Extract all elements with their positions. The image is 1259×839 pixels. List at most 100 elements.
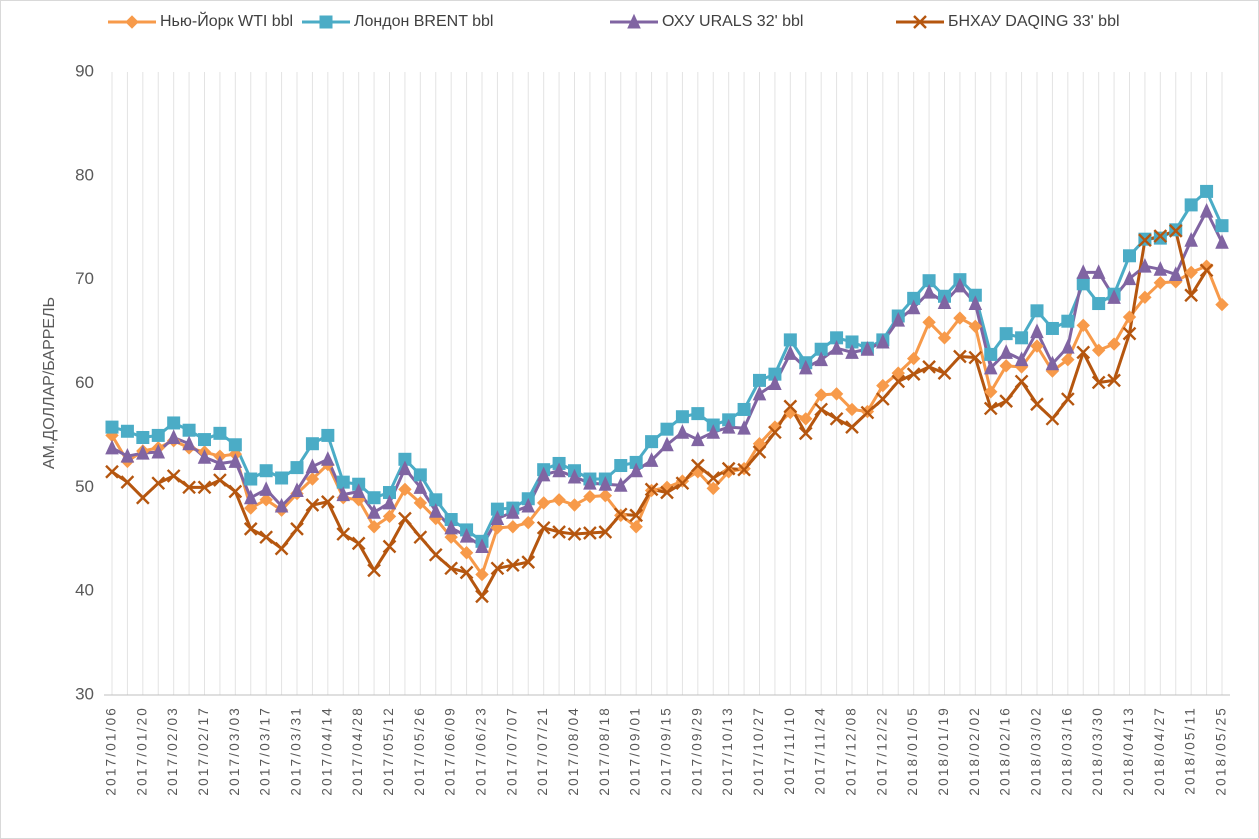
marker xyxy=(136,430,150,444)
marker xyxy=(305,458,320,474)
marker xyxy=(490,561,505,576)
marker xyxy=(1200,184,1214,198)
marker xyxy=(1215,297,1229,312)
x-tick-label: 2017/07/21 xyxy=(535,706,550,796)
marker xyxy=(1138,257,1152,273)
marker xyxy=(1184,232,1198,247)
marker xyxy=(706,481,720,496)
marker xyxy=(721,461,736,476)
legend-label: ОХУ URALS 32' bbl xyxy=(662,13,803,30)
marker xyxy=(1199,263,1214,278)
marker xyxy=(444,530,458,544)
marker xyxy=(876,378,890,393)
marker xyxy=(845,344,859,359)
marker xyxy=(1076,345,1091,360)
marker xyxy=(752,385,767,401)
marker xyxy=(968,295,983,311)
x-tick-label: 2018/01/19 xyxy=(936,706,951,796)
y-tick-label: 30 xyxy=(75,684,94,703)
marker xyxy=(1045,411,1060,426)
marker xyxy=(536,496,551,510)
marker xyxy=(1122,326,1137,341)
marker xyxy=(167,416,181,430)
marker xyxy=(151,443,166,459)
marker xyxy=(999,359,1013,373)
marker xyxy=(644,452,659,467)
marker xyxy=(968,319,983,334)
marker xyxy=(968,350,983,365)
marker xyxy=(244,501,258,515)
marker xyxy=(783,333,797,347)
marker xyxy=(675,410,689,424)
marker xyxy=(1123,249,1136,263)
marker xyxy=(829,411,844,426)
marker xyxy=(166,429,181,444)
marker xyxy=(213,426,227,440)
marker xyxy=(105,420,119,434)
x-tick-label: 2017/07/07 xyxy=(504,706,519,796)
marker xyxy=(768,425,782,440)
marker xyxy=(1215,234,1229,249)
marker xyxy=(922,283,936,299)
y-tick-label: 80 xyxy=(75,165,94,184)
marker xyxy=(629,462,643,478)
marker xyxy=(552,525,566,539)
x-tick-label: 2018/04/27 xyxy=(1152,706,1167,796)
legend-label: Лондон BRENT bbl xyxy=(354,13,493,30)
x-tick-label: 2017/11/24 xyxy=(813,706,828,795)
x-tick-label: 2017/02/17 xyxy=(196,706,211,796)
marker xyxy=(799,412,813,426)
marker xyxy=(1061,352,1075,367)
marker xyxy=(367,504,381,519)
legend-label: Нью-Йорк WTI bbl xyxy=(160,11,293,30)
x-tick-label: 2017/10/13 xyxy=(720,706,735,796)
marker xyxy=(1199,259,1214,273)
marker xyxy=(706,471,721,485)
series-markers xyxy=(105,224,1214,604)
marker xyxy=(953,349,967,364)
marker xyxy=(598,488,613,503)
x-tick-label: 2018/04/13 xyxy=(1121,706,1136,796)
marker xyxy=(876,333,890,349)
x-tick-label: 2017/11/10 xyxy=(782,706,797,795)
marker xyxy=(521,497,536,513)
marker xyxy=(552,493,566,507)
x-tick-label: 2017/04/14 xyxy=(319,706,334,796)
marker xyxy=(814,351,828,367)
x-tick-label: 2018/03/16 xyxy=(1059,706,1074,796)
marker xyxy=(660,485,674,500)
marker xyxy=(814,388,828,402)
marker xyxy=(567,527,582,541)
marker xyxy=(906,299,921,315)
marker xyxy=(259,493,273,507)
marker xyxy=(567,498,582,512)
marker xyxy=(1184,198,1198,212)
marker xyxy=(660,436,674,452)
marker xyxy=(413,479,428,494)
x-tick-label: 2018/05/11 xyxy=(1183,706,1198,795)
marker xyxy=(552,462,566,478)
marker xyxy=(984,347,998,361)
marker xyxy=(459,546,474,560)
marker xyxy=(428,503,443,518)
marker xyxy=(135,490,150,505)
marker xyxy=(197,480,212,495)
marker xyxy=(1199,202,1214,218)
marker xyxy=(290,522,304,536)
marker xyxy=(475,538,489,554)
marker xyxy=(166,469,181,483)
marker xyxy=(614,459,628,473)
x-tick-label: 2017/06/23 xyxy=(474,706,489,796)
marker xyxy=(182,435,196,451)
marker xyxy=(660,422,674,436)
marker xyxy=(290,461,304,475)
marker xyxy=(198,433,211,447)
marker xyxy=(937,331,952,345)
marker xyxy=(228,438,242,452)
marker xyxy=(737,419,751,435)
marker xyxy=(753,373,766,387)
x-tick-label: 2017/04/28 xyxy=(350,706,365,796)
marker xyxy=(120,475,135,489)
x-tick-label: 2017/03/17 xyxy=(258,706,273,796)
